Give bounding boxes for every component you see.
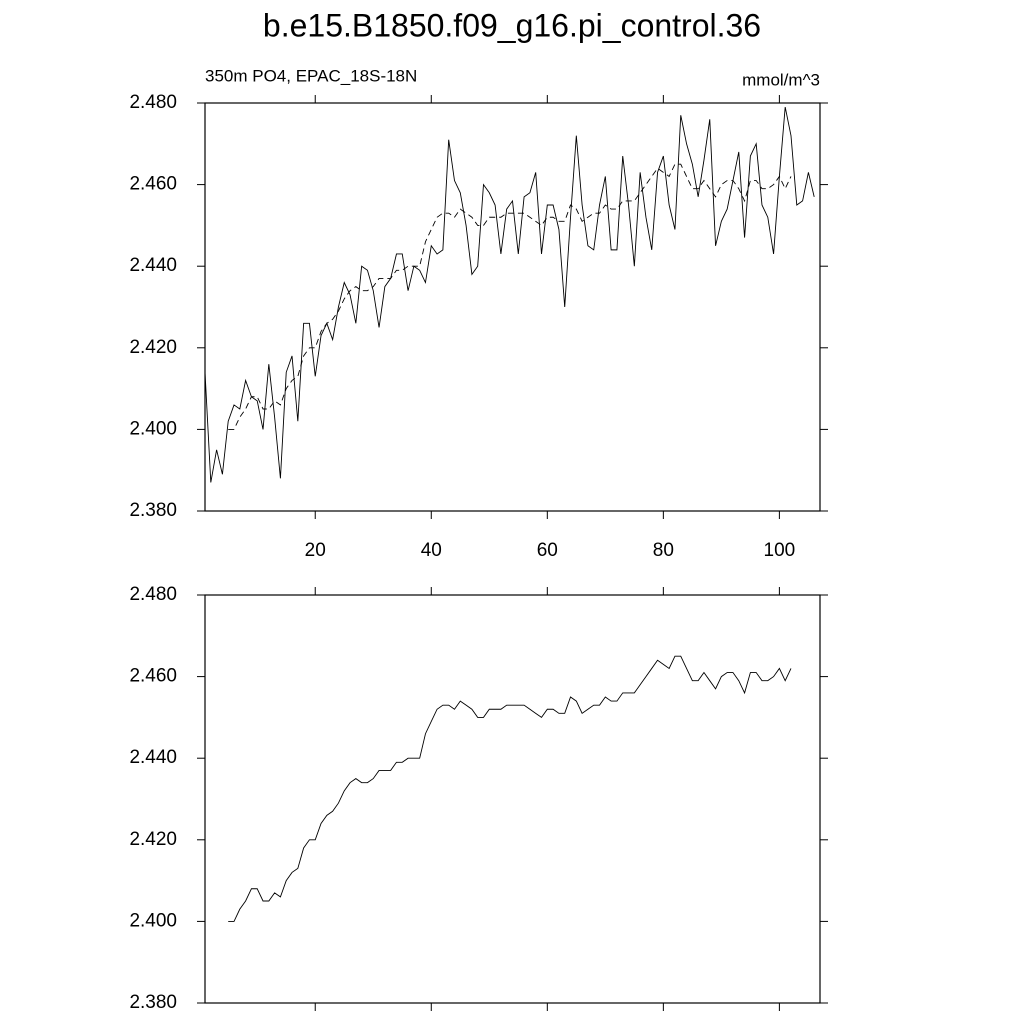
x-tick-label: 20 — [305, 540, 326, 561]
x-tick-label: 100 — [764, 540, 796, 561]
x-tick-label: 40 — [421, 540, 442, 561]
x-tick-label: 80 — [653, 540, 674, 561]
data-line — [204, 106, 815, 483]
plot-frame — [204, 594, 821, 1004]
y-tick-label: 2.480 — [129, 584, 177, 605]
figure-title: b.e15.B1850.f09_g16.pi_control.36 — [263, 7, 761, 43]
x-tick-label: 60 — [537, 540, 558, 561]
y-tick-label: 2.400 — [129, 418, 177, 439]
subtitle-left: 350m PO4, EPAC_18S-18N — [205, 66, 417, 85]
y-tick-label: 2.440 — [129, 747, 177, 768]
y-tick-label: 2.380 — [129, 992, 177, 1013]
y-tick-label: 2.460 — [129, 666, 177, 687]
data-line — [228, 163, 792, 430]
y-tick-label: 2.400 — [129, 910, 177, 931]
y-tick-label: 2.420 — [129, 829, 177, 850]
y-tick-label: 2.420 — [129, 337, 177, 358]
y-tick-label: 2.440 — [129, 255, 177, 276]
data-line — [228, 655, 792, 922]
plot-frame — [204, 102, 821, 512]
subtitle-right: mmol/m^3 — [742, 70, 820, 89]
y-tick-label: 2.380 — [129, 500, 177, 521]
y-tick-label: 2.460 — [129, 174, 177, 195]
y-tick-label: 2.480 — [129, 92, 177, 113]
